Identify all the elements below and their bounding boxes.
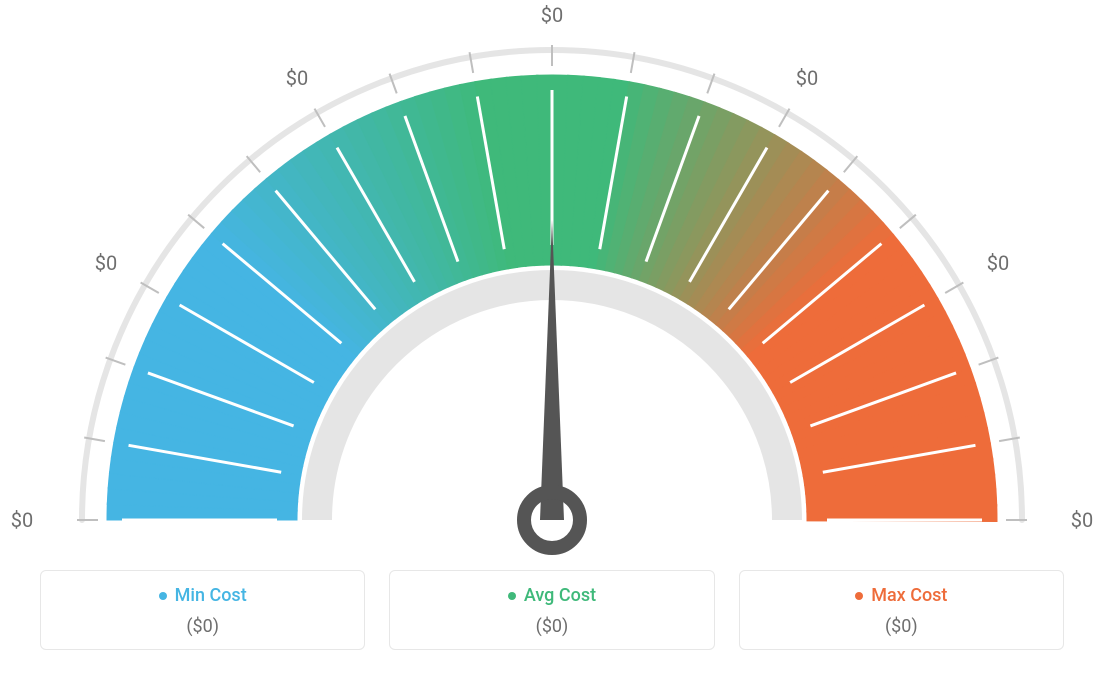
tick-label-5: $0: [987, 251, 1009, 275]
legend-card-max: Max Cost ($0): [739, 570, 1064, 650]
legend-title-min: Min Cost: [51, 585, 354, 606]
tick-label-6: $0: [1071, 508, 1093, 532]
legend-title-avg: Avg Cost: [400, 585, 703, 606]
gauge-svg: [0, 40, 1104, 600]
tick-label-2: $0: [286, 66, 308, 90]
gauge-area: $0 $0 $0 $0 $0 $0 $0: [0, 0, 1104, 560]
legend-value-min: ($0): [51, 616, 354, 637]
legend-card-min: Min Cost ($0): [40, 570, 365, 650]
gauge-chart-container: $0 $0 $0 $0 $0 $0 $0 Min Cost ($0) Avg Cost ($…: [0, 0, 1104, 690]
legend-label-avg: Avg Cost: [524, 585, 596, 606]
tick-label-0: $0: [11, 508, 33, 532]
legend-dot-max: [855, 592, 863, 600]
legend-dot-avg: [508, 592, 516, 600]
legend-card-avg: Avg Cost ($0): [389, 570, 714, 650]
tick-label-4: $0: [796, 66, 818, 90]
legend-title-max: Max Cost: [750, 585, 1053, 606]
legend-dot-min: [159, 592, 167, 600]
legend-value-avg: ($0): [400, 616, 703, 637]
tick-label-1: $0: [95, 251, 117, 275]
legend-value-max: ($0): [750, 616, 1053, 637]
legend-label-min: Min Cost: [175, 585, 247, 606]
legend-row: Min Cost ($0) Avg Cost ($0) Max Cost ($0…: [40, 570, 1064, 650]
tick-label-3: $0: [541, 3, 563, 27]
legend-label-max: Max Cost: [871, 585, 947, 606]
